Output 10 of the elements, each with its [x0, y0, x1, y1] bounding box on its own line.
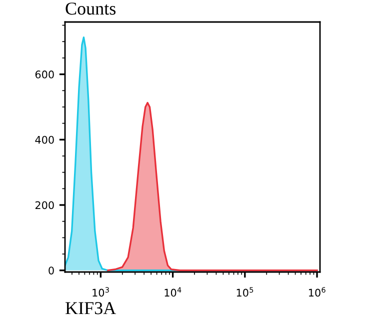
x-tick-label: 10$^{6}$	[308, 287, 326, 297]
y-tick-label: 0	[48, 266, 54, 274]
y-tick-label: 200	[35, 201, 54, 210]
chart-title: Counts	[66, 2, 116, 15]
y-tick-label: 400	[35, 136, 54, 144]
x-tick-label: 10$^{3}$	[92, 287, 109, 297]
x-tick-label: 10$^{5}$	[236, 287, 254, 297]
y-tick-label: 600	[35, 70, 54, 78]
x-axis-title: KIF3A	[66, 302, 116, 314]
x-tick-label: 10$^{4}$	[164, 287, 182, 297]
